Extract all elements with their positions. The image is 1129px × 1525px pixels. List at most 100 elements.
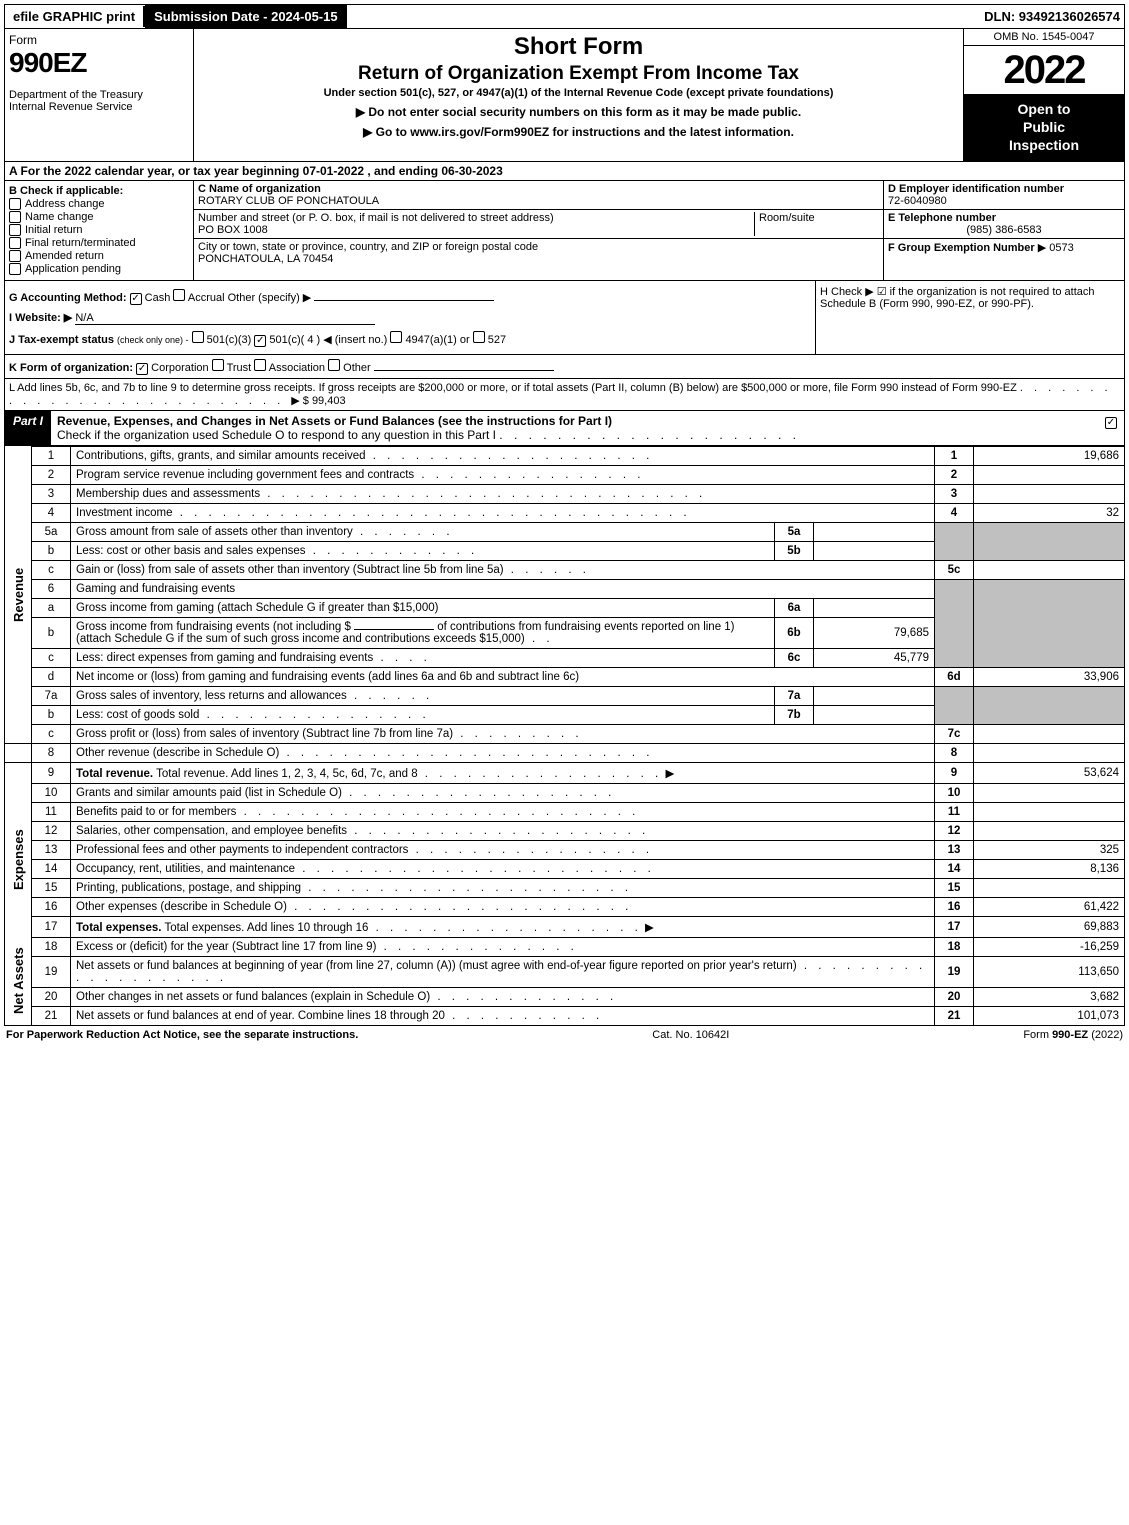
part-1-check-text: Check if the organization used Schedule …: [57, 428, 496, 442]
other-specify-field[interactable]: [314, 288, 494, 301]
line-21: 21 Net assets or fund balances at end of…: [5, 1006, 1125, 1025]
other-specify: Other (specify) ▶: [228, 292, 312, 304]
cb-trust[interactable]: [212, 359, 224, 371]
line-15: 15 Printing, publications, postage, and …: [5, 878, 1125, 897]
phone-value: (985) 386-6583: [888, 224, 1120, 236]
cb-application-pending[interactable]: Application pending: [9, 263, 189, 275]
line-10: Expenses 10 Grants and similar amounts p…: [5, 783, 1125, 802]
department: Department of the Treasury Internal Reve…: [9, 89, 189, 113]
room-suite: Room/suite: [754, 212, 879, 236]
cb-initial-return[interactable]: Initial return: [9, 224, 189, 236]
header-right: OMB No. 1545-0047 2022 Open to Public In…: [963, 29, 1124, 161]
expenses-side-label: Expenses: [5, 783, 32, 937]
cb-501c3[interactable]: [192, 331, 204, 343]
gross-receipts-value: ▶ $ 99,403: [291, 395, 345, 407]
open-to-public: Open to Public Inspection: [964, 94, 1124, 161]
under-section: Under section 501(c), 527, or 4947(a)(1)…: [202, 87, 955, 99]
section-e: E Telephone number (985) 386-6583: [884, 210, 1124, 239]
line-1: Revenue 1 Contributions, gifts, grants, …: [5, 446, 1125, 465]
part-1-tab: Part I: [5, 411, 51, 445]
website-label: I Website: ▶: [9, 312, 72, 324]
line-20: 20 Other changes in net assets or fund b…: [5, 987, 1125, 1006]
org-name-block: C Name of organization ROTARY CLUB OF PO…: [194, 181, 883, 210]
cb-501c[interactable]: [254, 335, 266, 347]
tax-year: 2022: [964, 46, 1124, 94]
other-org-field[interactable]: [374, 358, 554, 371]
page-footer: For Paperwork Reduction Act Notice, see …: [4, 1026, 1125, 1041]
block-bcdef: B Check if applicable: Address change Na…: [4, 181, 1125, 281]
form-subtitle: Return of Organization Exempt From Incom…: [202, 63, 955, 85]
cb-final-return[interactable]: Final return/terminated: [9, 237, 189, 249]
line-18: Net Assets 18 Excess or (deficit) for th…: [5, 937, 1125, 956]
cb-4947[interactable]: [390, 331, 402, 343]
part-1-header: Part I Revenue, Expenses, and Changes in…: [4, 411, 1125, 446]
cb-other-org[interactable]: [328, 359, 340, 371]
form-word: Form: [9, 33, 189, 47]
section-j: J Tax-exempt status (check only one) - 5…: [9, 328, 811, 350]
line-17: 17 Total expenses. Total expenses. Add l…: [5, 916, 1125, 937]
phone-label: E Telephone number: [888, 212, 996, 224]
city-value: PONCHATOULA, LA 70454: [198, 253, 333, 265]
section-i: I Website: ▶ N/A: [9, 308, 811, 328]
line-6d: d Net income or (loss) from gaming and f…: [5, 667, 1125, 686]
line-14: 14 Occupancy, rent, utilities, and maint…: [5, 859, 1125, 878]
street-value: PO BOX 1008: [198, 224, 268, 236]
line-6: 6 Gaming and fundraising events: [5, 579, 1125, 598]
part-1-title: Revenue, Expenses, and Changes in Net As…: [51, 411, 1098, 445]
part-1-checkbox[interactable]: [1098, 411, 1124, 445]
revenue-side-label: Revenue: [5, 446, 32, 743]
line-9: 9 Total revenue. Total revenue. Add line…: [5, 762, 1125, 783]
cb-cash[interactable]: [130, 293, 142, 305]
line-7c: c Gross profit or (loss) from sales of i…: [5, 724, 1125, 743]
lines-table: Revenue 1 Contributions, gifts, grants, …: [4, 446, 1125, 1026]
efile-print-button[interactable]: efile GRAPHIC print: [5, 6, 145, 27]
form-org-label: K Form of organization:: [9, 362, 133, 374]
line-7a: 7a Gross sales of inventory, less return…: [5, 686, 1125, 705]
instruction-2: ▶ Go to www.irs.gov/Form990EZ for instru…: [202, 125, 955, 139]
submission-date-button[interactable]: Submission Date - 2024-05-15: [145, 5, 347, 28]
net-assets-side-label: Net Assets: [5, 937, 32, 1025]
section-k: K Form of organization: Corporation Trus…: [4, 355, 1125, 379]
section-a: A For the 2022 calendar year, or tax yea…: [4, 162, 1125, 181]
section-def: D Employer identification number 72-6040…: [883, 181, 1124, 280]
section-g: G Accounting Method: Cash Accrual Other …: [9, 285, 811, 308]
section-b-label: B Check if applicable:: [9, 185, 189, 197]
line-5c: c Gain or (loss) from sale of assets oth…: [5, 560, 1125, 579]
header-center: Short Form Return of Organization Exempt…: [194, 29, 963, 161]
cb-name-change[interactable]: Name change: [9, 211, 189, 223]
cb-amended-return[interactable]: Amended return: [9, 250, 189, 262]
street-label: Number and street (or P. O. box, if mail…: [198, 212, 554, 224]
cb-accrual[interactable]: [173, 289, 185, 301]
dln: DLN: 93492136026574: [984, 9, 1124, 24]
section-f: F Group Exemption Number ▶ 0573: [884, 239, 1124, 256]
omb-number: OMB No. 1545-0047: [964, 29, 1124, 46]
line-8: 8 Other revenue (describe in Schedule O)…: [5, 743, 1125, 762]
footer-left: For Paperwork Reduction Act Notice, see …: [6, 1029, 358, 1041]
line-12: 12 Salaries, other compensation, and emp…: [5, 821, 1125, 840]
section-d: D Employer identification number 72-6040…: [884, 181, 1124, 210]
org-name-label: C Name of organization: [198, 183, 321, 195]
section-h: H Check ▶ ☑ if the organization is not r…: [815, 281, 1124, 354]
tax-exempt-label: J Tax-exempt status: [9, 334, 114, 346]
section-l: L Add lines 5b, 6c, and 7b to line 9 to …: [4, 379, 1125, 411]
cb-address-change[interactable]: Address change: [9, 198, 189, 210]
open-line-1: Open to: [1018, 101, 1071, 117]
line-2: 2 Program service revenue including gove…: [5, 465, 1125, 484]
ein-value: 72-6040980: [888, 195, 947, 207]
cb-corporation[interactable]: [136, 363, 148, 375]
city-label: City or town, state or province, country…: [198, 241, 538, 253]
city-block: City or town, state or province, country…: [194, 239, 883, 267]
header-left: Form 990EZ Department of the Treasury In…: [5, 29, 194, 161]
line-13: 13 Professional fees and other payments …: [5, 840, 1125, 859]
footer-center: Cat. No. 10642I: [652, 1029, 729, 1041]
section-c: C Name of organization ROTARY CLUB OF PO…: [194, 181, 883, 280]
cb-association[interactable]: [254, 359, 266, 371]
street-block: Number and street (or P. O. box, if mail…: [194, 210, 883, 239]
ein-label: D Employer identification number: [888, 183, 1064, 195]
section-h-text: H Check ▶ ☑ if the organization is not r…: [820, 286, 1095, 310]
form-title: Short Form: [202, 33, 955, 61]
line-19: 19 Net assets or fund balances at beginn…: [5, 956, 1125, 987]
group-exemption-label: F Group Exemption Number: [888, 242, 1035, 254]
cb-527[interactable]: [473, 331, 485, 343]
line-16: 16 Other expenses (describe in Schedule …: [5, 897, 1125, 916]
